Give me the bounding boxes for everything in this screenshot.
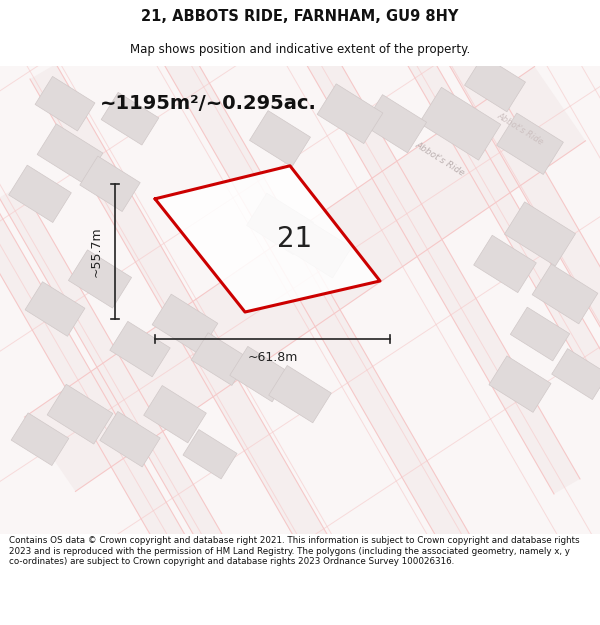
Polygon shape: [473, 235, 536, 292]
Polygon shape: [11, 413, 69, 466]
Polygon shape: [8, 165, 71, 222]
Polygon shape: [364, 94, 427, 152]
Polygon shape: [110, 321, 170, 377]
Polygon shape: [143, 386, 206, 443]
Polygon shape: [183, 429, 237, 479]
Text: Abbot's Ride: Abbot's Ride: [413, 140, 466, 177]
Text: 21, ABBOTS RIDE, FARNHAM, GU9 8HY: 21, ABBOTS RIDE, FARNHAM, GU9 8HY: [142, 9, 458, 24]
Polygon shape: [234, 0, 580, 494]
Polygon shape: [247, 193, 313, 254]
Polygon shape: [25, 66, 586, 491]
Text: Map shows position and indicative extent of the property.: Map shows position and indicative extent…: [130, 42, 470, 56]
Polygon shape: [551, 349, 600, 399]
Polygon shape: [317, 84, 383, 144]
Text: 21: 21: [277, 225, 313, 253]
Polygon shape: [25, 282, 85, 336]
Polygon shape: [289, 220, 352, 278]
Polygon shape: [101, 92, 159, 145]
Polygon shape: [155, 166, 380, 312]
Text: Abbot's Ride: Abbot's Ride: [495, 111, 545, 146]
Polygon shape: [289, 0, 600, 380]
Polygon shape: [505, 202, 575, 266]
Polygon shape: [0, 185, 301, 625]
Text: ~55.7m: ~55.7m: [90, 226, 103, 277]
Polygon shape: [464, 56, 526, 112]
Polygon shape: [532, 264, 598, 324]
Polygon shape: [269, 366, 331, 423]
Polygon shape: [152, 294, 218, 354]
Polygon shape: [37, 124, 103, 184]
Polygon shape: [68, 250, 131, 308]
Polygon shape: [30, 64, 376, 625]
Polygon shape: [47, 384, 113, 444]
Polygon shape: [497, 113, 563, 174]
Polygon shape: [419, 88, 501, 160]
Polygon shape: [511, 308, 569, 361]
Polygon shape: [100, 411, 160, 467]
Polygon shape: [336, 0, 600, 424]
Polygon shape: [35, 76, 95, 131]
Polygon shape: [489, 356, 551, 412]
Polygon shape: [132, 0, 478, 564]
Polygon shape: [191, 332, 249, 386]
Text: ~61.8m: ~61.8m: [247, 351, 298, 364]
Polygon shape: [250, 111, 310, 167]
Text: ~1195m²/~0.295ac.: ~1195m²/~0.295ac.: [100, 94, 317, 113]
Polygon shape: [80, 156, 140, 211]
Polygon shape: [0, 66, 600, 534]
Polygon shape: [230, 346, 290, 402]
Polygon shape: [0, 134, 274, 625]
Text: Contains OS data © Crown copyright and database right 2021. This information is : Contains OS data © Crown copyright and d…: [9, 536, 580, 566]
